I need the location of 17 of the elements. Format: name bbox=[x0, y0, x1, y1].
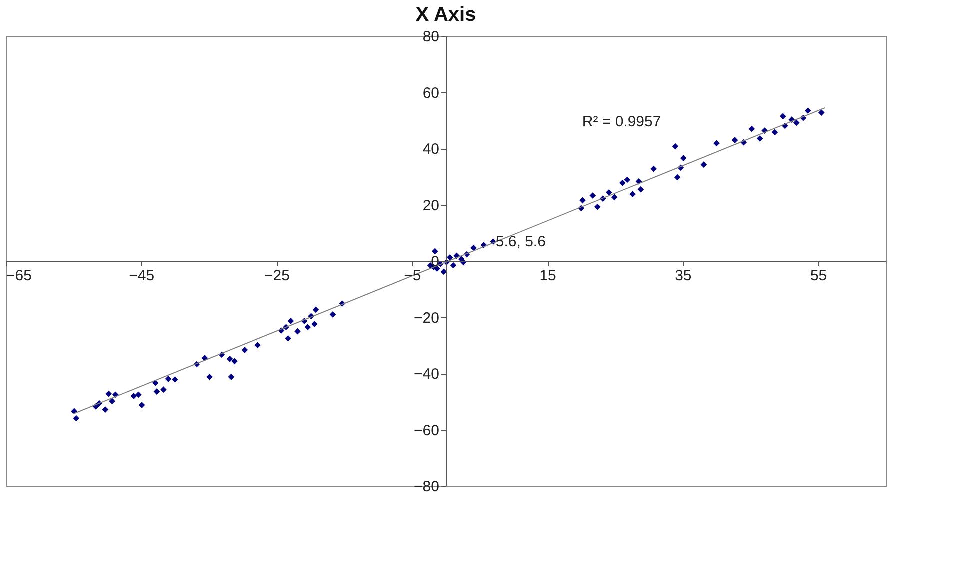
x-tick-label: 15 bbox=[540, 268, 556, 284]
annotation: 5.6, 5.6 bbox=[496, 233, 546, 250]
y-tick-label: 60 bbox=[422, 84, 440, 102]
y-tick-label: 40 bbox=[422, 141, 440, 158]
y-tick-label: −40 bbox=[414, 366, 440, 383]
y-tick-label: 80 bbox=[422, 28, 440, 46]
x-tick-label: 55 bbox=[810, 268, 828, 284]
x-tick-label: −45 bbox=[129, 268, 155, 284]
y-tick-label: −60 bbox=[414, 422, 440, 440]
annotation: R² = 0.9957 bbox=[582, 114, 662, 130]
x-tick-label: 35 bbox=[675, 268, 692, 284]
y-tick-label: −20 bbox=[414, 310, 440, 327]
x-tick-label: −25 bbox=[264, 268, 290, 284]
y-tick-label: −80 bbox=[414, 478, 440, 496]
y-tick-label: 20 bbox=[422, 197, 440, 214]
x-tick-label: −65 bbox=[6, 268, 32, 284]
chart-title: X Axis bbox=[416, 4, 476, 26]
